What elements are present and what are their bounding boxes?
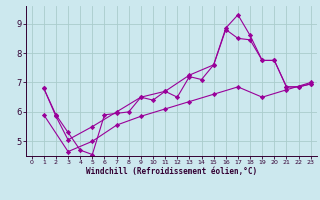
X-axis label: Windchill (Refroidissement éolien,°C): Windchill (Refroidissement éolien,°C): [86, 167, 257, 176]
